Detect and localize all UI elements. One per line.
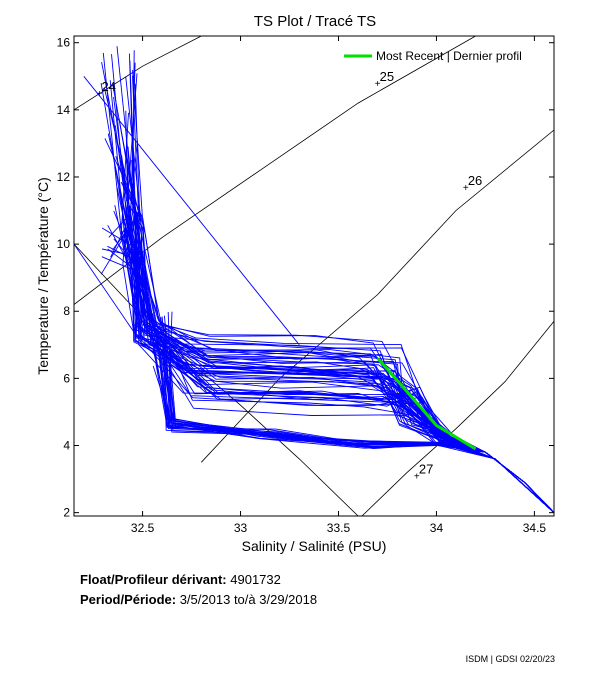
y-tick-label: 14 xyxy=(57,103,71,117)
contour-marker: + xyxy=(375,79,381,90)
density-contour xyxy=(74,36,202,111)
x-tick-label: 33.5 xyxy=(327,521,351,535)
x-tick-label: 34 xyxy=(430,521,444,535)
y-tick-label: 2 xyxy=(63,506,70,520)
period-to: 3/29/2018 xyxy=(259,592,318,607)
float-info: Float/Profileur dérivant: 4901732 xyxy=(80,572,281,587)
density-contour xyxy=(361,321,554,516)
ts-plot: TS Plot / Tracé TS +24 +25+26+27 32.5 33 33… xyxy=(35,13,555,554)
y-tick-label: 16 xyxy=(57,36,71,50)
profile-outlier xyxy=(83,76,300,346)
contour-marker: + xyxy=(414,472,420,483)
density-contour xyxy=(201,129,554,463)
legend-label: Most Recent | Dernier profil xyxy=(376,49,522,63)
legend: Most Recent | Dernier profil xyxy=(344,49,522,63)
chart-title: TS Plot / Tracé TS xyxy=(254,13,376,30)
float-label: Float/Profileur dérivant: xyxy=(80,572,227,587)
period-info: Period/Période: 3/5/2013 to/à 3/29/2018 xyxy=(80,592,317,607)
contour-marker: + xyxy=(463,183,469,194)
contour-label: 26 xyxy=(468,173,482,188)
y-tick-label: 12 xyxy=(57,170,71,184)
period-to-label: to/à xyxy=(233,592,256,607)
contour-marker: + xyxy=(97,89,103,100)
float-value: 4901732 xyxy=(230,572,281,587)
x-tick-label: 33 xyxy=(234,521,248,535)
x-axis-label: Salinity / Salinité (PSU) xyxy=(242,538,387,554)
contour-label: 24 xyxy=(101,79,115,94)
y-tick-label: 8 xyxy=(63,304,70,318)
y-axis-label: Temperature / Température (°C) xyxy=(35,177,51,375)
y-tick-label: 6 xyxy=(63,371,70,385)
profile-line xyxy=(152,338,554,513)
period-label: Period/Période: xyxy=(80,592,177,607)
y-tick-label: 4 xyxy=(63,439,70,453)
y-tick-label: 10 xyxy=(57,237,71,251)
x-tick-label: 34.5 xyxy=(523,521,547,535)
period-from: 3/5/2013 xyxy=(179,592,231,607)
most-recent-profile xyxy=(376,357,477,451)
footer-credit: ISDM | GDSI 02/20/23 xyxy=(465,654,555,664)
profile-outlier xyxy=(74,243,143,346)
x-tick-label: 32.5 xyxy=(131,521,155,535)
contour-label: 27 xyxy=(419,462,433,477)
contour-label: 25 xyxy=(380,69,394,84)
